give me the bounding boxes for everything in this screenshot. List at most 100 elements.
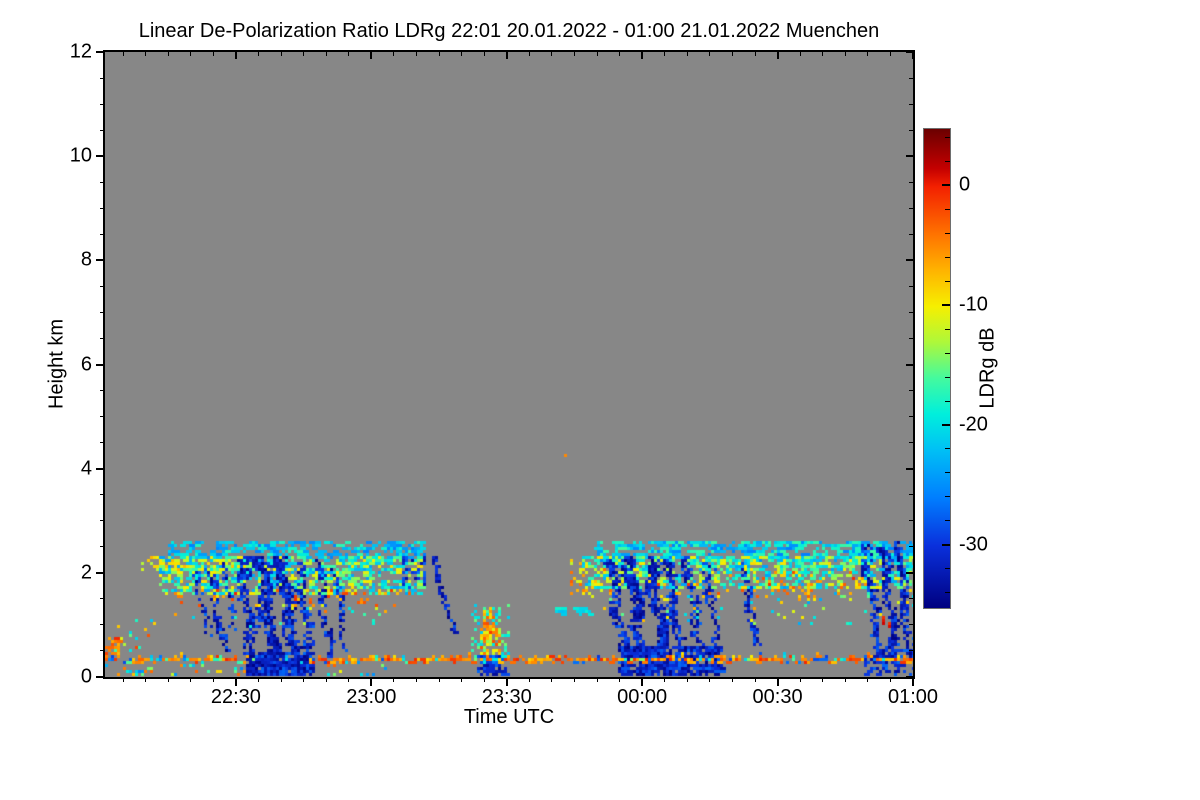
x-major-tick-top bbox=[370, 52, 373, 59]
y-major-tick bbox=[96, 571, 105, 574]
x-minor-tick bbox=[799, 677, 801, 682]
x-major-tick bbox=[912, 677, 914, 686]
x-minor-tick-top bbox=[145, 52, 147, 56]
x-minor-tick-top bbox=[573, 52, 575, 56]
x-tick-label: 00:00 bbox=[617, 686, 668, 708]
x-tick-label: 23:30 bbox=[481, 686, 532, 708]
y-minor-tick bbox=[100, 546, 105, 548]
colorbar-minor-tick bbox=[945, 568, 950, 570]
x-minor-tick bbox=[709, 677, 711, 682]
x-major-tick-top bbox=[776, 52, 779, 59]
x-minor-tick bbox=[483, 677, 485, 682]
x-tick-label: 23:00 bbox=[346, 686, 397, 708]
x-minor-tick-top bbox=[551, 52, 553, 56]
y-minor-tick bbox=[100, 311, 105, 313]
x-minor-tick-top bbox=[257, 52, 259, 56]
colorbar-gradient bbox=[924, 129, 950, 608]
x-minor-tick-top bbox=[822, 52, 824, 56]
y-major-tick bbox=[96, 259, 105, 262]
x-tick-label: 01:00 bbox=[887, 686, 939, 708]
colorbar-minor-tick bbox=[945, 161, 950, 163]
colorbar-major-tick bbox=[942, 543, 950, 546]
colorbar-minor-tick bbox=[945, 137, 950, 139]
y-major-tick bbox=[96, 155, 105, 158]
colorbar-minor-tick bbox=[945, 448, 950, 450]
y-tick-label: 10 bbox=[69, 144, 92, 167]
colorbar-minor-tick bbox=[945, 472, 950, 474]
x-minor-tick-top bbox=[483, 52, 485, 56]
x-minor-tick-top bbox=[731, 52, 733, 56]
y-minor-tick-right bbox=[909, 207, 913, 209]
y-minor-tick bbox=[100, 233, 105, 235]
x-major-tick-top bbox=[912, 52, 914, 59]
y-tick-label: 2 bbox=[80, 561, 92, 584]
x-tick-label: 00:30 bbox=[752, 686, 803, 708]
colorbar-major-tick bbox=[942, 184, 950, 187]
colorbar-major-tick bbox=[942, 423, 950, 426]
x-minor-tick bbox=[280, 677, 282, 682]
x-minor-tick-top bbox=[461, 52, 463, 56]
y-minor-tick bbox=[100, 337, 105, 339]
x-major-tick-top bbox=[505, 52, 508, 59]
x-minor-tick bbox=[551, 677, 553, 682]
y-minor-tick bbox=[100, 181, 105, 183]
x-minor-tick bbox=[822, 677, 824, 682]
x-minor-tick-top bbox=[303, 52, 305, 56]
x-minor-tick bbox=[325, 677, 327, 682]
x-minor-tick-top bbox=[325, 52, 327, 56]
y-minor-tick bbox=[100, 103, 105, 105]
y-minor-tick-right bbox=[909, 624, 913, 626]
y-minor-tick-right bbox=[909, 390, 913, 392]
x-minor-tick bbox=[415, 677, 417, 682]
colorbar-minor-tick bbox=[945, 352, 950, 354]
colorbar-minor-tick bbox=[945, 256, 950, 258]
x-minor-tick bbox=[303, 677, 305, 682]
y-minor-tick bbox=[100, 390, 105, 392]
x-minor-tick bbox=[664, 677, 666, 682]
y-tick-label: 0 bbox=[80, 665, 92, 688]
x-minor-tick bbox=[686, 677, 688, 682]
y-minor-tick bbox=[100, 77, 105, 79]
y-minor-tick-right bbox=[909, 233, 913, 235]
colorbar-tick-label: -10 bbox=[959, 293, 988, 316]
colorbar-tick-label: -30 bbox=[959, 533, 988, 556]
x-minor-tick-top bbox=[280, 52, 282, 56]
y-minor-tick-right bbox=[909, 598, 913, 600]
heatmap-canvas bbox=[105, 52, 913, 677]
y-minor-tick-right bbox=[909, 129, 913, 131]
y-minor-tick bbox=[100, 650, 105, 652]
x-minor-tick-top bbox=[415, 52, 417, 56]
x-tick-label: 22:30 bbox=[210, 686, 261, 708]
y-minor-tick-right bbox=[909, 285, 913, 287]
y-minor-tick bbox=[100, 520, 105, 522]
y-minor-tick bbox=[100, 129, 105, 131]
x-minor-tick-top bbox=[619, 52, 621, 56]
y-minor-tick-right bbox=[909, 546, 913, 548]
x-minor-tick-top bbox=[596, 52, 598, 56]
y-minor-tick bbox=[100, 442, 105, 444]
x-minor-tick-top bbox=[889, 52, 891, 56]
colorbar-minor-tick bbox=[945, 400, 950, 402]
x-minor-tick-top bbox=[212, 52, 214, 56]
x-minor-tick bbox=[167, 677, 169, 682]
y-minor-tick bbox=[100, 598, 105, 600]
x-major-tick bbox=[505, 677, 508, 686]
y-minor-tick-right bbox=[909, 520, 913, 522]
x-minor-tick-top bbox=[709, 52, 711, 56]
colorbar-minor-tick bbox=[945, 232, 950, 234]
y-minor-tick-right bbox=[909, 650, 913, 652]
colorbar-minor-tick bbox=[945, 592, 950, 594]
x-major-tick-top bbox=[641, 52, 644, 59]
colorbar-tick-label: -20 bbox=[959, 413, 988, 436]
x-minor-tick-top bbox=[438, 52, 440, 56]
x-major-tick bbox=[641, 677, 644, 686]
x-minor-tick bbox=[596, 677, 598, 682]
x-major-tick bbox=[370, 677, 373, 686]
chart-title: Linear De-Polarization Ratio LDRg 22:01 … bbox=[138, 20, 880, 42]
x-minor-tick bbox=[348, 677, 350, 682]
x-minor-tick-top bbox=[867, 52, 869, 56]
y-tick-label: 4 bbox=[80, 457, 92, 480]
x-minor-tick-top bbox=[844, 52, 846, 56]
colorbar-label: LDRg dB bbox=[976, 327, 999, 409]
